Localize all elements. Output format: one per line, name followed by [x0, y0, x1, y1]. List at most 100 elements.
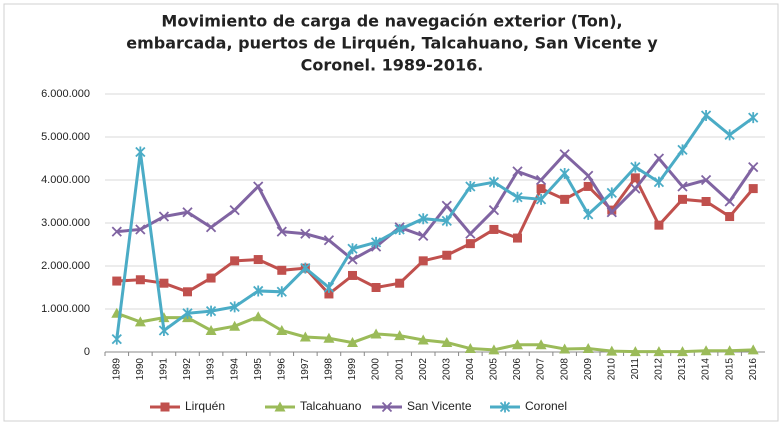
x-tick-label: 2004 [465, 358, 476, 381]
marker [418, 256, 428, 266]
marker [560, 194, 570, 204]
marker [488, 344, 500, 355]
x-tick-label: 2014 [701, 358, 712, 381]
marker [276, 325, 288, 335]
marker [205, 305, 217, 317]
x-tick-label: 1996 [276, 358, 287, 381]
marker [536, 184, 546, 194]
marker [654, 220, 664, 230]
marker [158, 211, 170, 222]
marker [395, 278, 405, 288]
marker [441, 215, 452, 227]
y-tick-label: 6.000.000 [41, 88, 90, 100]
marker [135, 275, 145, 285]
marker [559, 343, 571, 354]
marker [323, 282, 335, 293]
marker [606, 345, 618, 356]
marker [182, 307, 193, 319]
series-line [116, 174, 755, 296]
marker [252, 311, 264, 322]
legend-label: Talcahuano [300, 399, 362, 413]
y-tick-label: 0 [84, 346, 90, 358]
marker [134, 316, 146, 327]
marker [606, 207, 617, 218]
marker [629, 346, 641, 357]
marker [205, 325, 217, 335]
marker [394, 223, 405, 235]
legend-label: Coronel [525, 399, 567, 413]
marker [160, 402, 170, 412]
marker [371, 283, 381, 292]
marker [230, 256, 240, 266]
x-tick-label: 2015 [724, 358, 735, 381]
marker [630, 161, 641, 173]
marker [513, 233, 522, 243]
marker [206, 273, 216, 283]
marker [748, 161, 759, 173]
marker [630, 183, 641, 194]
x-tick-label: 1999 [347, 358, 358, 381]
marker [229, 320, 241, 331]
marker [277, 265, 287, 275]
marker [135, 146, 146, 158]
marker [159, 278, 169, 288]
marker [559, 168, 570, 180]
marker [441, 337, 453, 348]
marker [583, 208, 594, 220]
legend-label: San Vicente [407, 399, 472, 413]
x-tick-label: 2001 [394, 358, 405, 381]
marker [276, 226, 287, 237]
marker [347, 243, 358, 255]
marker [182, 207, 193, 218]
marker [606, 187, 617, 199]
marker [418, 213, 429, 225]
marker [229, 204, 240, 216]
marker [205, 222, 217, 233]
marker [724, 345, 736, 356]
marker [677, 181, 688, 192]
marker [112, 276, 122, 286]
marker [441, 200, 452, 211]
x-tick-label: 2011 [630, 358, 641, 380]
marker [253, 285, 264, 297]
marker [677, 144, 688, 156]
x-tick-label: 2003 [441, 358, 452, 381]
marker [111, 333, 122, 345]
marker [323, 235, 335, 246]
marker [582, 343, 594, 354]
marker [299, 331, 311, 342]
marker [559, 149, 570, 160]
marker [276, 286, 287, 298]
marker [489, 224, 499, 234]
marker [465, 180, 476, 192]
marker [300, 228, 311, 239]
x-tick-label: 1998 [324, 358, 335, 381]
marker [700, 174, 712, 186]
y-tick-label: 2.000.000 [41, 260, 90, 272]
x-tick-label: 2012 [654, 358, 665, 381]
marker [442, 250, 452, 260]
x-tick-label: 1991 [159, 358, 170, 381]
chart-title: Coronel. 1989-2016. [301, 56, 484, 75]
marker [465, 239, 475, 249]
marker [370, 328, 382, 339]
marker [700, 345, 712, 356]
marker [678, 194, 687, 204]
x-tick-label: 1992 [182, 358, 193, 381]
marker [653, 346, 665, 357]
marker [381, 401, 393, 413]
marker [535, 193, 547, 205]
marker [324, 289, 334, 299]
marker [499, 401, 511, 413]
marker [748, 184, 758, 194]
marker [583, 170, 594, 181]
marker [465, 228, 476, 239]
marker [135, 224, 146, 235]
marker [300, 262, 311, 274]
marker [253, 181, 264, 192]
marker [535, 339, 547, 350]
x-tick-label: 2007 [536, 358, 547, 381]
marker [725, 212, 735, 222]
marker [394, 330, 406, 341]
marker [630, 173, 640, 183]
